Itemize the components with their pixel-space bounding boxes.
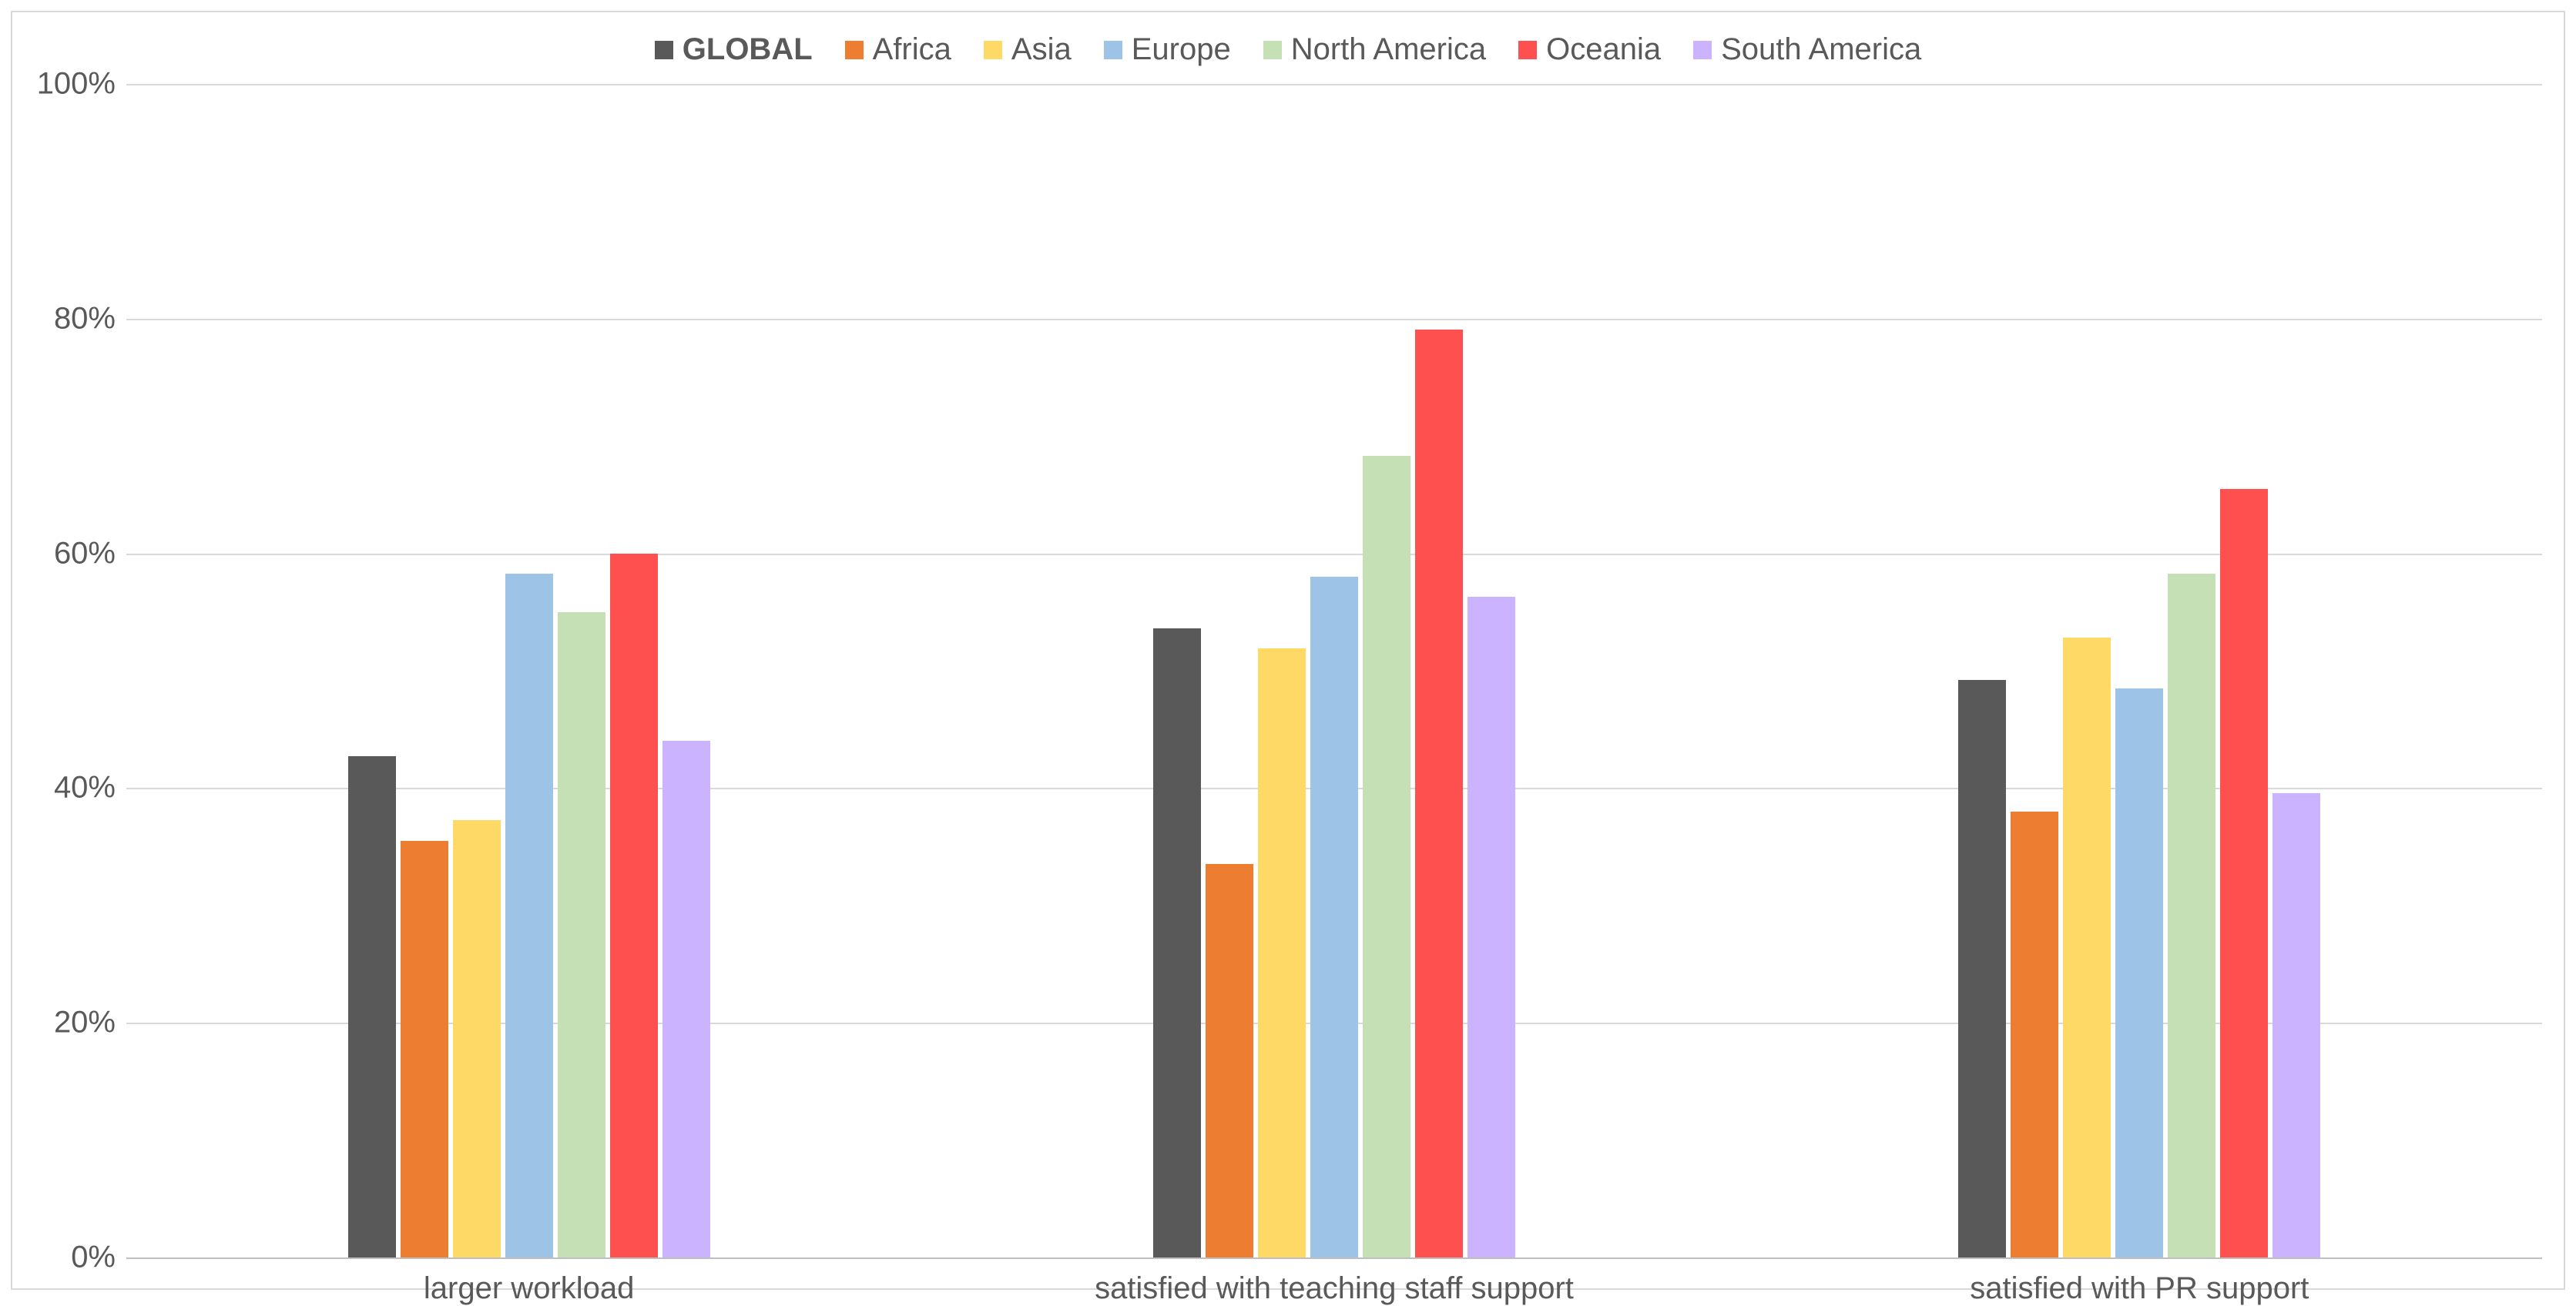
legend-label: Africa bbox=[873, 32, 951, 67]
bars-row bbox=[992, 84, 1677, 1257]
bar bbox=[1258, 648, 1306, 1257]
bars-row bbox=[1797, 84, 2482, 1257]
bar bbox=[2063, 638, 2111, 1257]
category-label: larger workload bbox=[424, 1271, 634, 1306]
bar bbox=[348, 756, 396, 1257]
legend-label: GLOBAL bbox=[683, 32, 813, 67]
y-axis: 0%20%40%60%80%100% bbox=[34, 84, 126, 1257]
legend: GLOBAL Africa Asia Europe North America Ocean… bbox=[34, 26, 2542, 84]
legend-swatch bbox=[984, 41, 1002, 59]
bar bbox=[610, 554, 658, 1257]
bar bbox=[1415, 330, 1463, 1257]
legend-swatch bbox=[845, 41, 864, 59]
legend-label: Europe bbox=[1132, 32, 1231, 67]
bar bbox=[2011, 812, 2058, 1257]
bar bbox=[2220, 489, 2268, 1257]
chart-frame: GLOBAL Africa Asia Europe North America Ocean… bbox=[0, 0, 2576, 1301]
legend-label: Asia bbox=[1011, 32, 1072, 67]
legend-swatch bbox=[1263, 41, 1282, 59]
legend-item: South America bbox=[1693, 32, 1921, 67]
category-label: satisfied with teaching staff support bbox=[1095, 1271, 1574, 1306]
bar-group: satisfied with PR support bbox=[1737, 84, 2542, 1257]
legend-item: Oceania bbox=[1518, 32, 1661, 67]
bar bbox=[401, 841, 448, 1257]
bar bbox=[1467, 597, 1515, 1257]
bar bbox=[662, 741, 710, 1257]
y-tick-label: 100% bbox=[37, 67, 116, 102]
bar bbox=[1310, 577, 1358, 1257]
legend-swatch bbox=[1518, 41, 1537, 59]
legend-item: North America bbox=[1263, 32, 1486, 67]
y-tick-label: 0% bbox=[71, 1241, 116, 1275]
legend-item: GLOBAL bbox=[655, 32, 813, 67]
bar bbox=[1153, 628, 1201, 1257]
legend-label: North America bbox=[1291, 32, 1486, 67]
category-label: satisfied with PR support bbox=[1970, 1271, 2309, 1306]
bar-group: larger workload bbox=[126, 84, 931, 1257]
bar bbox=[558, 612, 605, 1257]
bar bbox=[453, 820, 501, 1257]
plot-area: larger workloadsatisfied with teaching s… bbox=[126, 84, 2542, 1257]
legend-label: Oceania bbox=[1546, 32, 1661, 67]
legend-swatch bbox=[1104, 41, 1122, 59]
bar bbox=[1363, 456, 1410, 1257]
chart-inner: GLOBAL Africa Asia Europe North America Ocean… bbox=[11, 11, 2565, 1290]
bar bbox=[1958, 680, 2006, 1257]
bar bbox=[505, 574, 553, 1257]
bar-groups: larger workloadsatisfied with teaching s… bbox=[126, 84, 2542, 1257]
legend-item: Asia bbox=[984, 32, 1072, 67]
legend-item: Europe bbox=[1104, 32, 1231, 67]
bar-group: satisfied with teaching staff support bbox=[931, 84, 1736, 1257]
y-tick-label: 60% bbox=[54, 536, 116, 571]
y-tick-label: 40% bbox=[54, 771, 116, 805]
bars-row bbox=[186, 84, 871, 1257]
legend-swatch bbox=[655, 41, 673, 59]
legend-item: Africa bbox=[845, 32, 951, 67]
legend-label: South America bbox=[1721, 32, 1921, 67]
bar bbox=[2168, 574, 2215, 1257]
bar bbox=[2115, 688, 2163, 1257]
bar bbox=[1206, 864, 1253, 1257]
legend-swatch bbox=[1693, 41, 1712, 59]
bar bbox=[2272, 793, 2320, 1258]
plot-wrap: 0%20%40%60%80%100% larger workloadsatisf… bbox=[34, 84, 2542, 1257]
y-tick-label: 80% bbox=[54, 301, 116, 336]
y-tick-label: 20% bbox=[54, 1006, 116, 1040]
gridline bbox=[126, 1257, 2542, 1259]
